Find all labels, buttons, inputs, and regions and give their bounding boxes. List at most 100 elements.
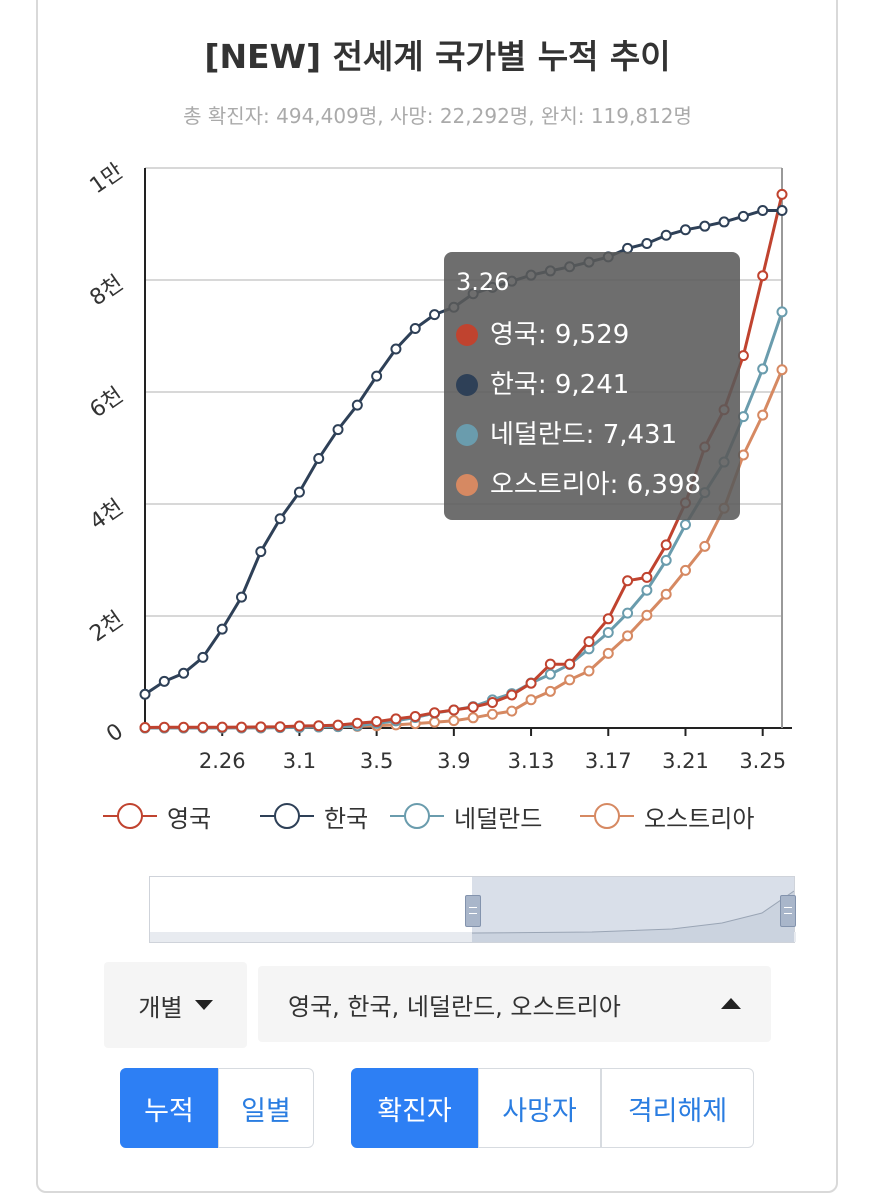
netherlands-series-icon (390, 801, 444, 831)
date-range-slider[interactable] (149, 876, 796, 943)
data-point (313, 720, 325, 732)
series-line-0 (144, 194, 784, 729)
data-point (660, 229, 672, 241)
tooltip-row-label: 오스트리아: 6,398 (490, 470, 702, 500)
data-point (390, 343, 402, 355)
data-point (216, 721, 228, 733)
caret-up-icon (721, 998, 741, 1009)
data-point (679, 564, 691, 576)
y-tick-label: 1만 (86, 159, 128, 199)
data-point (429, 707, 441, 719)
data-point (776, 364, 788, 376)
data-point (544, 658, 556, 670)
data-point (737, 350, 749, 362)
confirmed-button[interactable]: 확진자 (351, 1068, 478, 1148)
data-point (679, 519, 691, 531)
data-point (525, 677, 537, 689)
tooltip-row-uk: 영국: 9,529 (456, 314, 629, 351)
y-tick-label: 8천 (86, 271, 128, 311)
legend-label: 영국 (167, 804, 212, 833)
slider-mini-curve (472, 890, 794, 942)
data-point (178, 667, 190, 679)
data-point (737, 210, 749, 222)
slider-selected-range[interactable] (472, 877, 794, 942)
data-point (313, 453, 325, 465)
data-point (486, 708, 498, 720)
x-tick-label: 3.25 (739, 749, 786, 773)
data-point (583, 665, 595, 677)
data-point (197, 721, 209, 733)
data-point (602, 613, 614, 625)
data-point (332, 424, 344, 436)
data-point (351, 717, 363, 729)
data-point (274, 513, 286, 525)
legend-item-austria[interactable]: 오스트리아 (580, 796, 754, 836)
data-point (602, 647, 614, 659)
chart-legend: 영국 한국 네덜란드 오스트리아 (0, 796, 875, 836)
data-point (737, 449, 749, 461)
y-tick-label: 2천 (86, 607, 128, 647)
legend-item-korea[interactable]: 한국 (260, 796, 368, 836)
uk-dot-icon (456, 324, 478, 346)
data-point (564, 674, 576, 686)
korea-dot-icon (456, 374, 478, 396)
deaths-button[interactable]: 사망자 (478, 1068, 601, 1148)
data-point (757, 205, 769, 217)
netherlands-dot-icon (456, 424, 478, 446)
data-point (660, 588, 672, 600)
data-point (274, 721, 286, 733)
recovered-button[interactable]: 격리해제 (601, 1068, 754, 1148)
x-tick-label: 3.13 (508, 749, 555, 773)
tooltip-row-label: 영국: 9,529 (490, 320, 630, 350)
data-point (622, 575, 634, 587)
legend-label: 네덜란드 (454, 804, 543, 833)
data-point (776, 188, 788, 200)
tooltip-date: 3.26 (456, 268, 510, 296)
slider-right-handle[interactable] (780, 895, 796, 927)
data-point (525, 694, 537, 706)
data-point (429, 716, 441, 728)
austria-series-icon (580, 801, 634, 831)
data-point (158, 675, 170, 687)
tooltip-row-netherlands: 네덜란드: 7,431 (456, 414, 677, 451)
cumulative-button[interactable]: 누적 (120, 1068, 218, 1148)
legend-item-uk[interactable]: 영국 (103, 796, 211, 836)
tooltip-row-korea: 한국: 9,241 (456, 364, 629, 401)
data-point (255, 546, 267, 558)
daily-button[interactable]: 일별 (218, 1068, 314, 1148)
data-point (429, 309, 441, 321)
data-point (679, 224, 691, 236)
data-point (564, 658, 576, 670)
x-tick-label: 3.1 (283, 749, 316, 773)
data-point (255, 721, 267, 733)
country-select[interactable]: 영국, 한국, 네덜란드, 오스트리아 (258, 966, 771, 1042)
data-point (236, 721, 248, 733)
legend-item-netherlands[interactable]: 네덜란드 (390, 796, 542, 836)
data-point (467, 712, 479, 724)
range-toggle: 누적 일별 (120, 1068, 314, 1150)
chart-tooltip: 3.26 영국: 9,529 한국: 9,241 네덜란드: 7,431 오스트… (444, 252, 740, 520)
data-point (641, 584, 653, 596)
korea-series-icon (260, 801, 314, 831)
data-point (332, 719, 344, 731)
data-point (448, 704, 460, 716)
data-point (293, 486, 305, 498)
uk-series-icon (103, 801, 157, 831)
line-chart[interactable]: 0 2천 4천 6천 8천 1만 2.26 3.1 3.5 3.9 3.13 3.17 3.21 3.25 (0, 0, 875, 800)
data-point (371, 370, 383, 382)
data-point (409, 322, 421, 334)
data-point (776, 205, 788, 217)
data-point (602, 627, 614, 639)
data-point (139, 721, 151, 733)
tooltip-row-austria: 오스트리아: 6,398 (456, 464, 701, 501)
data-point (660, 539, 672, 551)
data-point (699, 220, 711, 232)
data-point (448, 715, 460, 727)
data-point (622, 607, 634, 619)
data-point (293, 720, 305, 732)
mode-select[interactable]: 개별 (104, 962, 247, 1048)
x-tick-label: 3.21 (662, 749, 709, 773)
data-point (544, 685, 556, 697)
data-point (757, 363, 769, 375)
slider-left-handle[interactable] (465, 895, 481, 927)
